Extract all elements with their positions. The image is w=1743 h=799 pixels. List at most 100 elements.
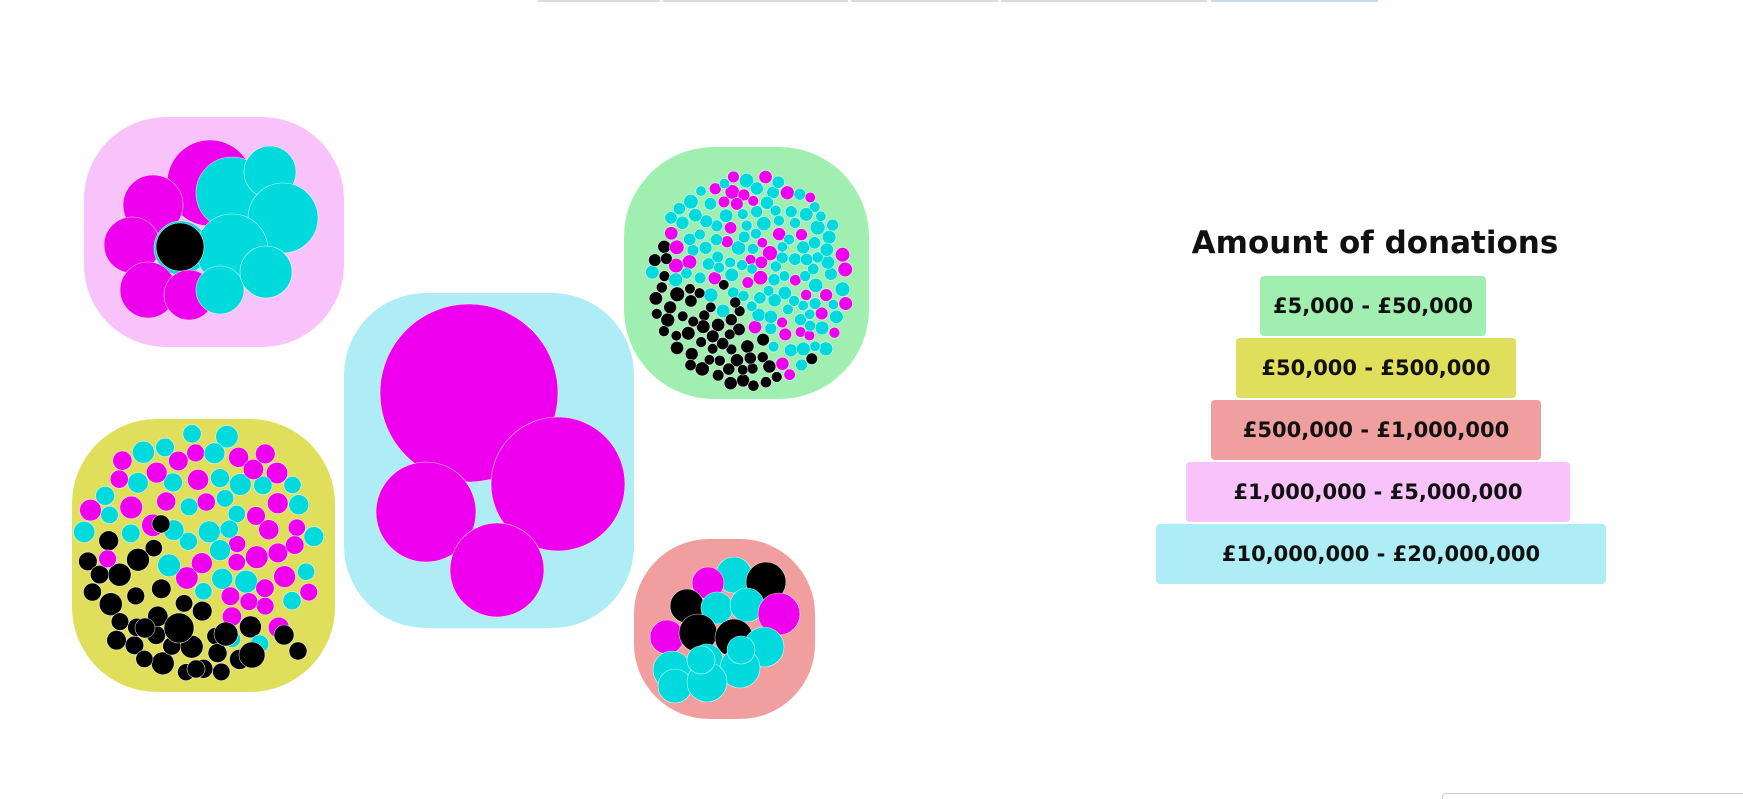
donation-bubble[interactable] — [239, 592, 259, 611]
donation-bubble[interactable] — [804, 308, 816, 320]
donation-bubble[interactable] — [753, 291, 767, 305]
donation-bubble[interactable] — [215, 425, 239, 449]
donation-bubble[interactable] — [179, 497, 199, 516]
donation-bubble[interactable] — [737, 188, 751, 202]
donation-bubble[interactable] — [707, 343, 719, 355]
donation-bubble[interactable] — [207, 643, 228, 663]
donation-bubble[interactable] — [716, 337, 730, 350]
donation-bubble[interactable] — [288, 494, 310, 516]
donation-bubble[interactable] — [818, 341, 834, 357]
donation-bubble[interactable] — [680, 267, 693, 280]
donation-bubble[interactable] — [694, 228, 706, 241]
donation-bubble[interactable] — [775, 356, 790, 371]
donation-bubble[interactable] — [657, 668, 693, 704]
donation-bubble[interactable] — [740, 219, 753, 232]
donation-bubble[interactable] — [127, 472, 149, 494]
donation-bubble[interactable] — [683, 232, 697, 246]
donation-bubble[interactable] — [773, 214, 785, 227]
donation-bubble[interactable] — [684, 347, 699, 361]
donation-bubble[interactable] — [110, 612, 130, 631]
donation-bubble[interactable] — [695, 185, 707, 197]
donation-bubble[interactable] — [788, 252, 802, 266]
donation-bubble[interactable] — [705, 301, 717, 313]
donation-bubble[interactable] — [186, 443, 205, 463]
donation-bubble[interactable] — [724, 313, 738, 326]
donation-bubble[interactable] — [747, 242, 759, 255]
donation-bubble[interactable] — [703, 197, 717, 211]
donation-bubble[interactable] — [228, 446, 249, 468]
donation-bubble[interactable] — [669, 286, 685, 302]
donation-bubble[interactable] — [194, 582, 213, 601]
donation-bubble[interactable] — [273, 624, 295, 646]
donation-bubble[interactable] — [675, 215, 690, 230]
donation-bubble[interactable] — [795, 228, 808, 241]
donation-bubble[interactable] — [743, 351, 757, 365]
donation-bubble[interactable] — [90, 565, 110, 585]
donation-bubble[interactable] — [258, 519, 280, 541]
top-tab-3[interactable] — [851, 0, 998, 2]
donation-bubble[interactable] — [657, 239, 671, 254]
donation-bubble[interactable] — [815, 210, 827, 222]
donation-bubble[interactable] — [694, 271, 707, 285]
donation-bubble[interactable] — [187, 469, 209, 491]
donation-bubble[interactable] — [730, 353, 744, 368]
donation-bubble[interactable] — [245, 545, 269, 569]
donation-bubble[interactable] — [797, 299, 809, 312]
donation-bubble[interactable] — [669, 239, 685, 255]
donation-bubble[interactable] — [121, 523, 141, 543]
donation-bubble[interactable] — [789, 217, 801, 229]
donation-bubble[interactable] — [109, 469, 129, 489]
donation-bubble[interactable] — [178, 531, 198, 551]
donation-bubble[interactable] — [98, 549, 117, 568]
donation-bubble[interactable] — [808, 297, 822, 310]
donation-bubble[interactable] — [684, 359, 697, 372]
donation-bubble[interactable] — [762, 285, 775, 297]
top-tab-5[interactable] — [1211, 0, 1378, 2]
donation-bubble[interactable] — [210, 468, 230, 488]
donation-bubble[interactable] — [683, 194, 699, 210]
donation-bubble[interactable] — [246, 506, 266, 526]
donation-bubble[interactable] — [664, 226, 679, 241]
donation-bubble[interactable] — [778, 327, 792, 342]
donation-bubble[interactable] — [724, 221, 738, 235]
donation-bubble[interactable] — [784, 343, 798, 358]
donation-bubble[interactable] — [703, 354, 715, 366]
donation-bubble[interactable] — [175, 566, 199, 590]
donation-bubble[interactable] — [686, 645, 716, 675]
donation-bubble[interactable] — [490, 416, 626, 552]
donation-bubble[interactable] — [219, 519, 239, 539]
donation-bubble[interactable] — [686, 244, 700, 257]
donation-bubble[interactable] — [238, 641, 266, 669]
donation-bubble[interactable] — [718, 178, 730, 190]
donation-bubble[interactable] — [98, 530, 119, 551]
donation-bubble[interactable] — [720, 235, 734, 249]
donation-bubble[interactable] — [799, 207, 814, 222]
donation-bubble[interactable] — [795, 358, 808, 372]
donation-bubble[interactable] — [285, 535, 305, 555]
donation-bubble[interactable] — [809, 219, 826, 236]
donation-bubble[interactable] — [106, 630, 127, 651]
donation-bubble[interactable] — [814, 320, 830, 336]
donation-bubble[interactable] — [767, 293, 782, 308]
donation-bubble[interactable] — [682, 254, 697, 270]
donation-bubble[interactable] — [648, 291, 663, 306]
donation-bubble[interactable] — [778, 270, 791, 282]
donation-bubble[interactable] — [783, 368, 796, 381]
donation-bubble[interactable] — [807, 263, 820, 276]
donation-bubble[interactable] — [766, 185, 780, 200]
donation-bubble[interactable] — [762, 359, 777, 374]
donation-bubble[interactable] — [707, 271, 722, 286]
donation-bubble[interactable] — [783, 233, 795, 246]
donation-bubble[interactable] — [651, 308, 663, 320]
donation-bubble[interactable] — [725, 343, 738, 356]
donation-bubble[interactable] — [713, 261, 725, 274]
top-tab-4[interactable] — [1001, 0, 1207, 2]
donation-bubble[interactable] — [756, 216, 772, 232]
donation-bubble[interactable] — [748, 320, 762, 335]
donation-bubble[interactable] — [175, 594, 194, 613]
donation-bubble[interactable] — [746, 300, 758, 313]
donation-bubble[interactable] — [763, 309, 778, 324]
donation-bubble[interactable] — [826, 218, 839, 232]
donation-bubble[interactable] — [229, 473, 252, 496]
donation-bubble[interactable] — [660, 252, 673, 265]
